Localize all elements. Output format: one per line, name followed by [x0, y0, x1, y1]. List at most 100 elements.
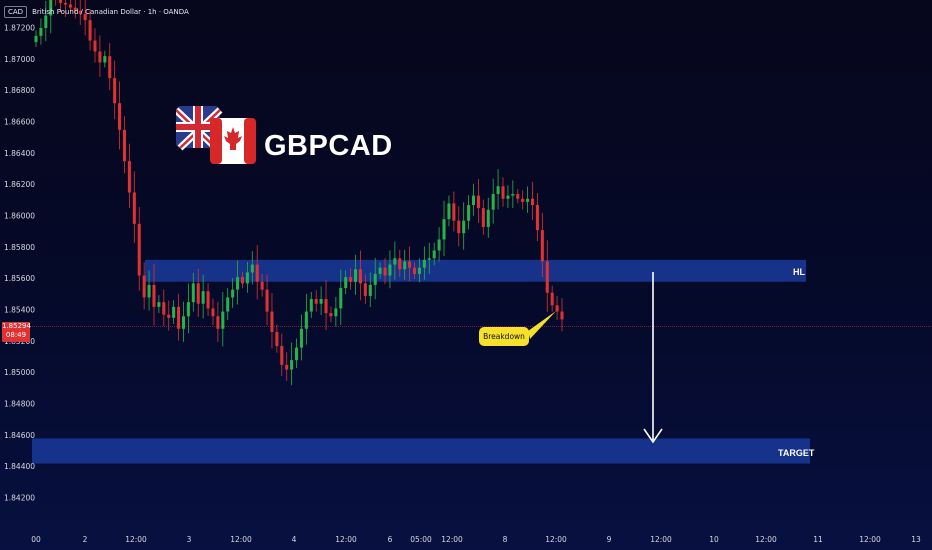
- currency-badge[interactable]: CAD: [4, 6, 28, 18]
- candle: [240, 271, 244, 289]
- y-tick-label: 1.86000: [4, 212, 35, 221]
- candle: [127, 143, 131, 209]
- x-tick-label: 3: [187, 535, 192, 544]
- candle: [467, 195, 471, 230]
- candle: [506, 185, 510, 209]
- y-tick-label: 1.84800: [4, 400, 35, 409]
- pair-logo: GBPCAD: [173, 104, 392, 164]
- x-tick-label: 2: [83, 535, 88, 544]
- candle: [152, 264, 156, 326]
- x-tick-label: 12:00: [335, 535, 357, 544]
- candle: [63, 0, 68, 17]
- candle: [275, 324, 279, 353]
- candle: [555, 296, 559, 320]
- candle: [295, 338, 299, 369]
- x-tick-label: 12:00: [650, 535, 672, 544]
- candle: [157, 295, 161, 314]
- candle: [349, 268, 353, 290]
- candle: [231, 278, 235, 308]
- current-price-tag: 1.85294 08:49: [2, 322, 31, 342]
- candle: [560, 298, 564, 332]
- candle: [344, 270, 348, 295]
- x-tick-label: 8: [503, 535, 508, 544]
- candle: [255, 245, 259, 300]
- candle: [186, 283, 190, 334]
- y-tick-label: 1.86400: [4, 149, 35, 158]
- candle: [236, 260, 240, 305]
- candle: [59, 0, 63, 13]
- candle: [34, 30, 38, 48]
- candle: [172, 300, 176, 324]
- y-tick-label: 1.85000: [4, 368, 35, 377]
- callout-pointer: [528, 311, 556, 339]
- candle: [491, 178, 495, 224]
- candle: [304, 293, 308, 345]
- candle: [181, 301, 186, 342]
- x-tick-label: 10: [709, 535, 719, 544]
- candle: [206, 282, 210, 316]
- x-tick-label: 6: [388, 535, 393, 544]
- canada-flag-icon: [210, 118, 256, 164]
- y-tick-label: 1.86600: [4, 118, 35, 127]
- x-tick-label: 9: [607, 535, 612, 544]
- candle: [457, 206, 461, 247]
- candle: [354, 254, 358, 295]
- candle: [432, 242, 436, 266]
- candle: [422, 246, 426, 280]
- candle: [211, 298, 215, 325]
- y-tick-label: 1.84600: [4, 431, 35, 440]
- y-tick-label: 1.84400: [4, 462, 35, 471]
- x-tick-label: 12:00: [441, 535, 463, 544]
- hl-zone-label: HL: [793, 267, 805, 277]
- candle: [177, 293, 181, 341]
- candle: [545, 240, 549, 312]
- uk-flag-icon: [173, 106, 223, 151]
- y-tick-label: 1.87000: [4, 55, 35, 64]
- candle: [339, 269, 343, 326]
- candle: [358, 250, 362, 301]
- candle: [476, 179, 480, 223]
- candle: [201, 274, 205, 319]
- candle: [368, 272, 372, 307]
- target-zone-label: TARGET: [778, 448, 815, 458]
- candle: [280, 333, 284, 376]
- y-tick-label: 1.85600: [4, 274, 35, 283]
- candle: [122, 116, 127, 174]
- candle: [191, 272, 195, 312]
- breakdown-callout: Breakdown: [479, 327, 529, 346]
- candle: [412, 262, 417, 279]
- x-tick-label: 12:00: [545, 535, 567, 544]
- candle: [118, 81, 122, 150]
- candle: [137, 206, 141, 291]
- arrow-head-icon: [643, 428, 663, 444]
- y-tick-label: 1.86800: [4, 86, 35, 95]
- candle: [398, 249, 402, 277]
- x-tick-label: 00: [31, 535, 41, 544]
- x-tick-label: 05:00: [410, 535, 432, 544]
- flags-graphic: [173, 106, 256, 164]
- candle: [39, 18, 43, 45]
- candle: [88, 9, 92, 51]
- candle: [265, 274, 269, 326]
- candle: [471, 183, 476, 216]
- candle: [383, 258, 387, 285]
- candle: [250, 251, 254, 285]
- candle: [68, 0, 72, 12]
- candle: [496, 169, 500, 210]
- candle: [221, 292, 225, 347]
- candle: [113, 60, 117, 120]
- candle: [403, 249, 407, 280]
- candle: [550, 285, 554, 312]
- candle: [132, 171, 136, 243]
- x-tick-label: 4: [292, 535, 297, 544]
- zone-target: [32, 438, 810, 464]
- candle: [314, 290, 318, 312]
- x-tick-label: 12:00: [230, 535, 252, 544]
- candle: [324, 280, 328, 330]
- x-tick-label: 11: [813, 535, 823, 544]
- pair-name: GBPCAD: [264, 130, 393, 162]
- candle: [196, 268, 200, 317]
- candle: [142, 262, 146, 310]
